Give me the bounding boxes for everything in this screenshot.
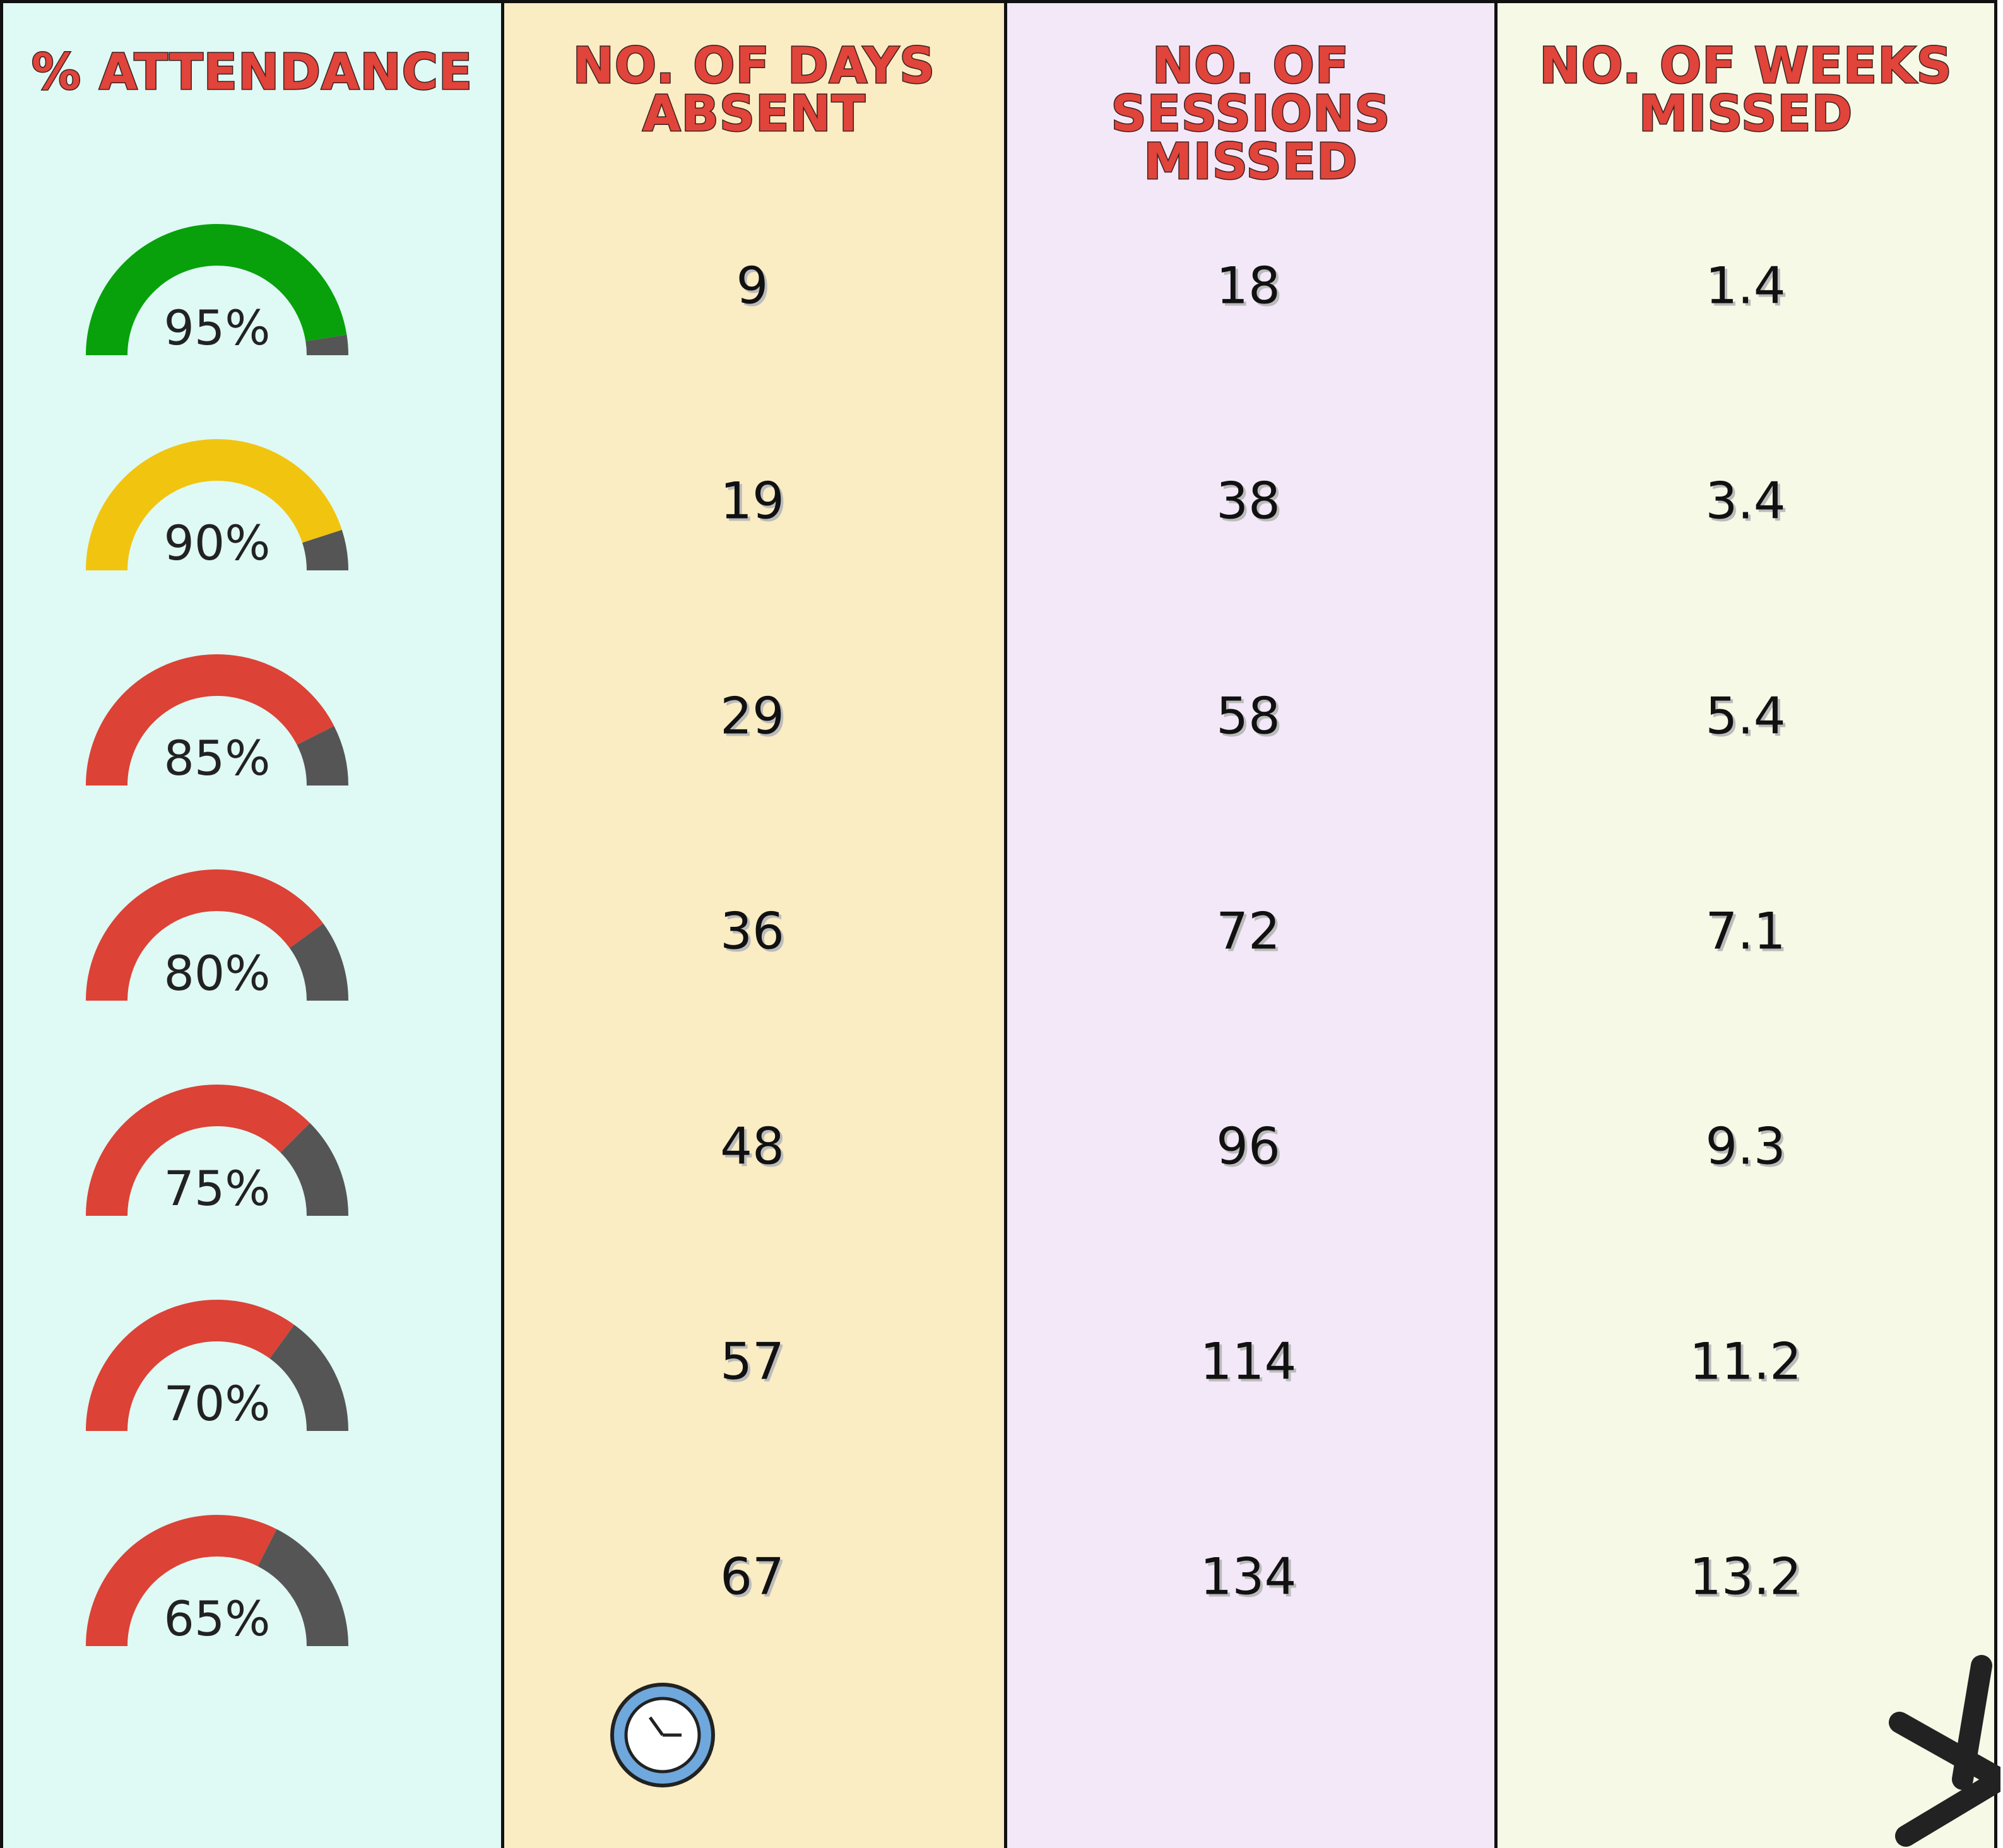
page: % ATTENDANCE NO. OF DAYS ABSENT NO. OF S…: [0, 0, 2003, 1848]
gauge: 70%: [78, 1295, 356, 1440]
gauge-label: 70%: [164, 1375, 271, 1432]
gauge-remainder: [307, 936, 328, 1001]
gauge-remainder: [295, 1138, 328, 1216]
gauge: 90%: [78, 435, 356, 580]
cell-value: 72: [1122, 902, 1374, 961]
gauge-label: 95%: [164, 300, 271, 356]
star-icon: [1887, 1653, 2000, 1848]
cell-value: 9: [626, 257, 878, 315]
clock-icon: [587, 1659, 738, 1811]
gauge-label: 90%: [164, 515, 271, 571]
gauge: 65%: [78, 1510, 356, 1656]
cell-value: 29: [626, 687, 878, 746]
gauge: 95%: [78, 220, 356, 365]
cell-value: 96: [1122, 1117, 1374, 1176]
gauge-remainder: [326, 338, 328, 355]
cell-value: 7.1: [1619, 902, 1872, 961]
cell-value: 36: [626, 902, 878, 961]
cell-value: 134: [1122, 1548, 1374, 1606]
column-header: NO. OF SESSIONS MISSED: [1013, 42, 1488, 186]
cell-value: 38: [1122, 472, 1374, 531]
cell-value: 11.2: [1619, 1333, 1872, 1391]
cell-value: 3.4: [1619, 472, 1872, 531]
cell-value: 48: [626, 1117, 878, 1176]
cell-value: 19: [626, 472, 878, 531]
gauge: 85%: [78, 650, 356, 795]
cell-value: 13.2: [1619, 1548, 1872, 1606]
gauge-remainder: [282, 1341, 328, 1431]
gauge-remainder: [322, 536, 328, 570]
gauge-remainder: [267, 1548, 328, 1646]
cell-value: 67: [626, 1548, 878, 1606]
column-header: % ATTENDANCE: [9, 49, 495, 97]
gauge-remainder: [316, 736, 328, 786]
gauge-label: 65%: [164, 1591, 271, 1647]
column-header: NO. OF DAYS ABSENT: [511, 42, 998, 138]
cell-value: 1.4: [1619, 257, 1872, 315]
cell-value: 114: [1122, 1333, 1374, 1391]
gauge-label: 80%: [164, 945, 271, 1001]
cell-value: 5.4: [1619, 687, 1872, 746]
gauge-label: 85%: [164, 730, 271, 786]
cell-value: 18: [1122, 257, 1374, 315]
gauge: 75%: [78, 1080, 356, 1225]
cell-value: 9.3: [1619, 1117, 1872, 1176]
gauge-label: 75%: [164, 1160, 271, 1216]
gauge: 80%: [78, 865, 356, 1010]
cell-value: 57: [626, 1333, 878, 1391]
column-header: NO. OF WEEKS MISSED: [1504, 42, 1988, 138]
cell-value: 58: [1122, 687, 1374, 746]
